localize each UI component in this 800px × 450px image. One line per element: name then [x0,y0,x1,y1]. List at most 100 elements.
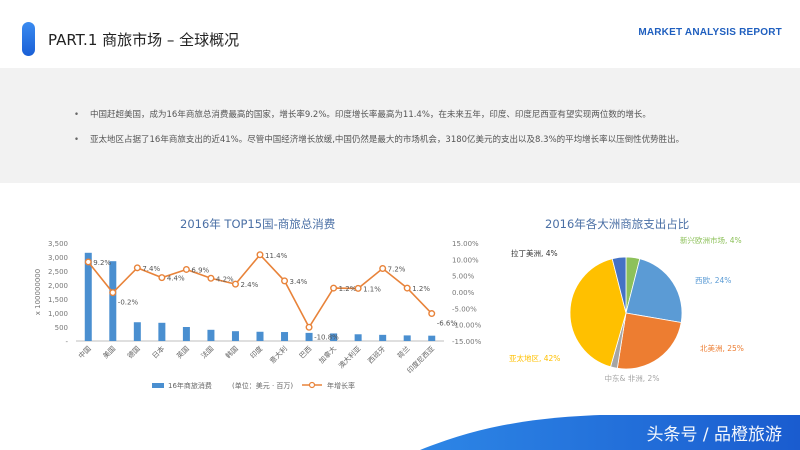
y-tick-label: - [65,338,68,346]
category-label: 韩国 [224,344,240,360]
growth-point [403,284,411,292]
growth-data-label: 6.9% [191,266,209,274]
bar-中国 [84,252,92,341]
growth-point [379,264,387,272]
header: PART.1 商旅市场 – 全球概况 MARKET ANALYSIS REPOR… [0,0,800,68]
pie-label: 中东& 非洲, 2% [605,373,660,383]
category-label: 巴西 [298,345,314,361]
growth-point [428,310,436,318]
y2-tick-label: 10.00% [452,256,479,264]
y2-tick-label: 15.00% [452,240,479,248]
title-accent-bar [22,22,35,56]
growth-point [158,274,166,282]
growth-data-label: 7.4% [142,265,160,273]
y2-tick-label: -15.00% [452,338,482,346]
growth-point [109,289,117,297]
bar-澳大利亚 [354,334,362,341]
y-tick-label: 2,000 [48,282,68,290]
y2-tick-label: 0.00% [452,289,475,297]
growth-data-label: 9.2% [93,259,111,267]
summary-bullet: • 中国赶超美国，成为16年商旅总消费最高的国家，增长率9.2%。印度增长率最高为… [74,108,651,120]
growth-data-label: 1.2% [412,285,430,293]
growth-data-label: 7.2% [388,265,406,273]
growth-data-label: 1.1% [363,285,381,293]
pie-slice [611,256,627,314]
bullet-dot-icon: • [74,135,80,145]
report-label: MARKET ANALYSIS REPORT [638,27,782,38]
pie-label: 新兴欧洲市场, 4% [680,235,742,245]
pie-slice [625,258,683,323]
y2-tick-label: -10.00% [452,322,482,330]
footer-wave [420,415,800,450]
pie-label: 西欧, 24% [695,275,731,285]
pie-chart-title: 2016年各大洲商旅支出占比 [545,217,690,231]
growth-data-label: 4.4% [167,275,185,283]
pie-label: 北美洲, 25% [700,343,744,353]
growth-data-label: 11.4% [265,252,288,260]
growth-data-label: 4.2% [216,275,234,283]
category-label: 荷兰 [395,344,411,360]
category-label: 美国 [101,344,117,360]
bar-美国 [109,261,117,341]
page-title: PART.1 商旅市场 – 全球概况 [48,31,240,49]
legend-line-label: 年增长率 [327,381,355,390]
legend-line-marker [308,381,316,389]
y-tick-label: 500 [55,324,68,332]
bar-荷兰 [403,335,411,341]
y-axis-label: x 100000000 [34,269,42,315]
legend-bar-swatch [152,383,164,388]
category-label: 西班牙 [366,344,387,365]
bullet-text: 亚太地区占据了16年商旅支出的近41%。尽管中国经济增长放缓,中国仍然是最大的市… [90,135,685,145]
pie-label: 亚太地区, 42% [509,353,560,363]
legend-unit-label: (单位：美元 · 百万) [232,381,293,390]
legend-bar-label: 16年商旅消费 [168,381,212,390]
category-label: 中国 [76,344,92,360]
y-tick-label: 3,500 [48,240,68,248]
category-label: 英国 [175,344,191,360]
bar-英国 [182,327,190,341]
category-label: 日本 [150,344,166,360]
y2-tick-label: 5.00% [452,273,475,281]
growth-point [84,258,92,266]
growth-data-label: -0.2% [118,299,139,307]
growth-data-label: -10.8% [314,333,339,341]
category-label: 法国 [199,344,215,360]
bar-加拿大 [330,333,338,341]
growth-data-label: 3.4% [290,278,308,286]
growth-point [330,284,338,292]
growth-point [231,280,239,288]
growth-point [281,277,289,285]
y2-tick-label: -5.00% [452,305,477,313]
summary-bullet: • 亚太地区占据了16年商旅支出的近41%。尽管中国经济增长放缓,中国仍然是最大的… [74,133,684,145]
growth-point [182,265,190,273]
bullet-dot-icon: • [74,110,80,120]
bar-巴西 [305,332,313,341]
bar-印度 [256,331,264,341]
bar-德国 [133,322,141,341]
growth-point [207,274,215,282]
pie-label: 拉丁美洲, 4% [511,248,558,258]
bar-chart-title: 2016年 TOP15国-商旅总消费 [180,217,336,231]
watermark: 头条号 / 品橙旅游 [646,425,782,445]
category-label: 意大利 [268,344,289,365]
bar-韩国 [231,331,239,341]
growth-point [354,284,362,292]
category-label: 加拿大 [317,344,338,365]
category-label: 德国 [125,344,141,360]
pie-slice [569,258,627,368]
category-label: 印度 [248,344,264,360]
growth-point [305,323,313,331]
category-label: 澳大利亚 [336,344,362,370]
bar-日本 [158,322,166,341]
bar-印度尼西亚 [428,335,436,341]
growth-data-label: 1.2% [339,285,357,293]
bar-法国 [207,329,215,341]
pie-slice [616,312,682,370]
growth-data-label: -6.6% [437,320,458,328]
y-tick-label: 1,000 [48,310,68,318]
growth-data-label: 2.4% [240,281,258,289]
bullet-text: 中国赶超美国，成为16年商旅总消费最高的国家，增长率9.2%。印度增长率最高为1… [90,110,651,120]
summary-panel: • 中国赶超美国，成为16年商旅总消费最高的国家，增长率9.2%。印度增长率最高为… [0,68,800,183]
y-tick-label: 3,000 [48,254,68,262]
